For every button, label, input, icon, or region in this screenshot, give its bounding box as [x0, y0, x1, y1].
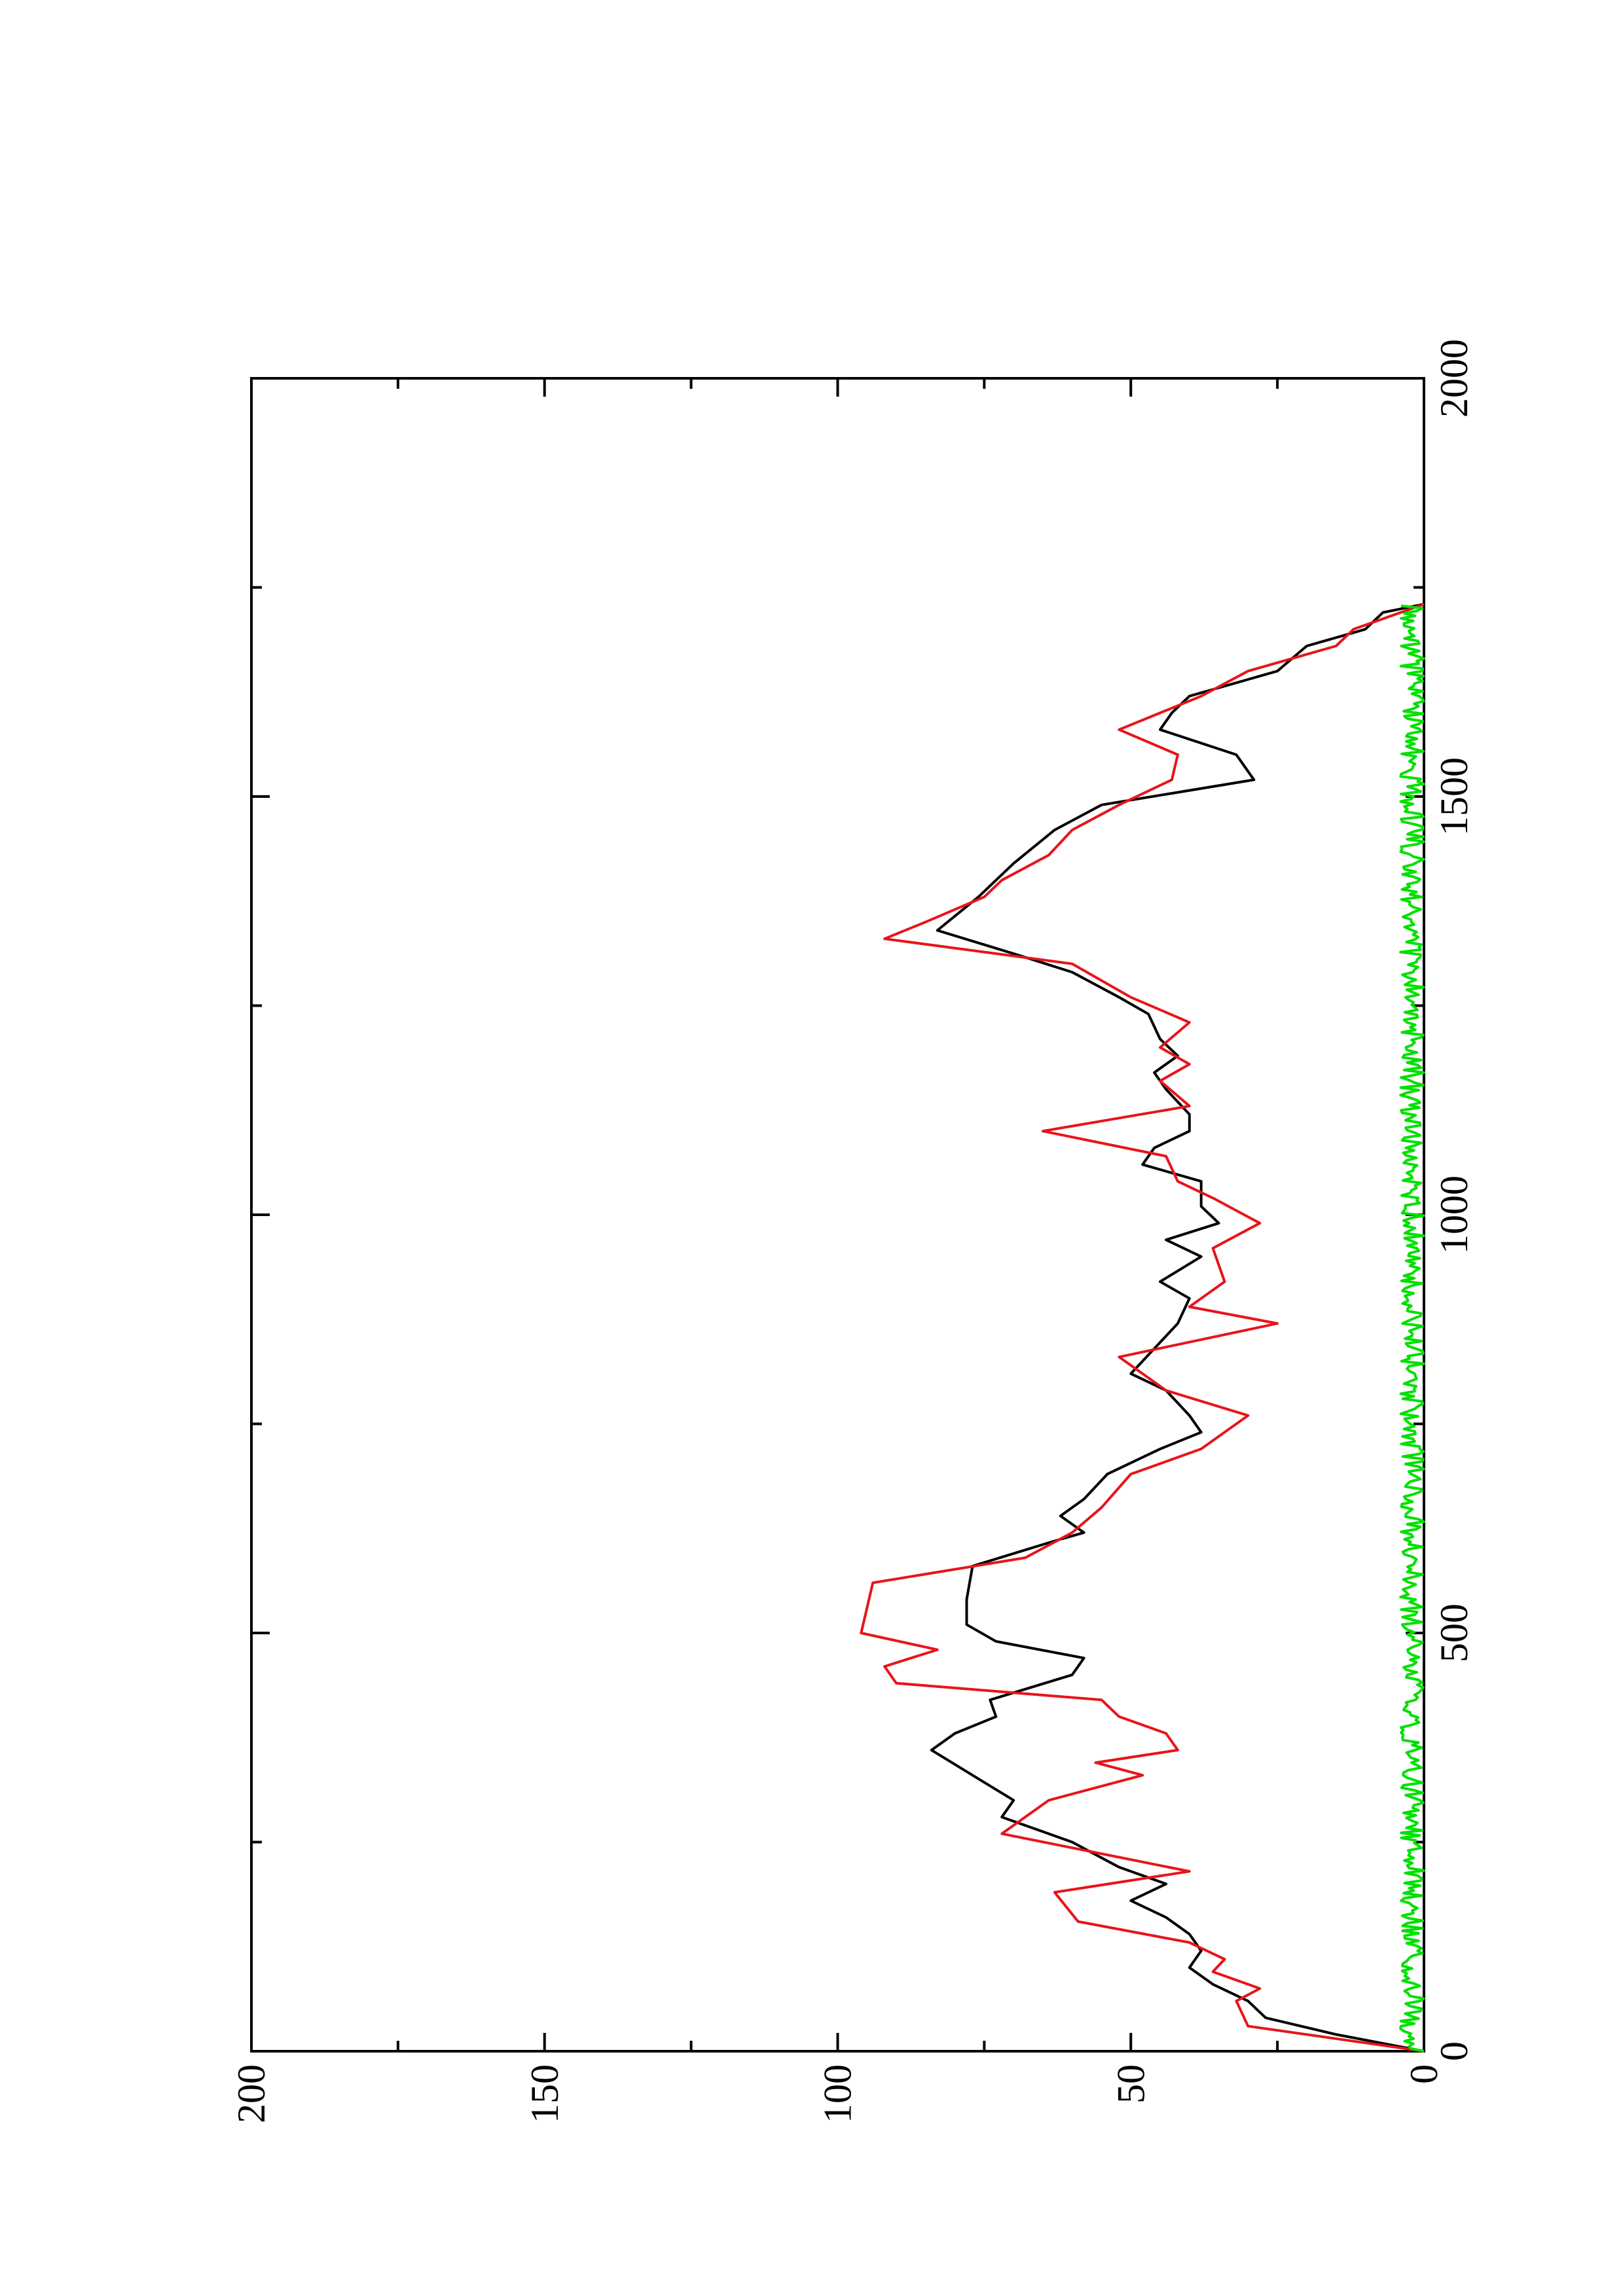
y-tick-label: 100: [816, 2064, 860, 2123]
y-tick-label: 0: [1402, 2064, 1446, 2084]
series-line-2: [860, 603, 1425, 2053]
series-line-3: [1399, 604, 1425, 2053]
tick-labels: 0 500 1000 1500 2000 0 50 100 150 200: [230, 339, 1476, 2123]
y-tick-label: 200: [230, 2064, 273, 2123]
x-tick-label: 2000: [1432, 339, 1476, 418]
series-layer: [860, 603, 1425, 2053]
y-tick-label: 150: [523, 2064, 566, 2123]
x-tick-label: 0: [1432, 2041, 1476, 2061]
y-tick-label: 50: [1109, 2064, 1152, 2104]
x-tick-label: 1000: [1432, 1175, 1476, 1254]
axis-ticks: [250, 377, 1425, 2053]
x-tick-label: 1500: [1432, 757, 1476, 836]
x-tick-label: 500: [1432, 1604, 1476, 1662]
plot-area: [250, 377, 1425, 2053]
